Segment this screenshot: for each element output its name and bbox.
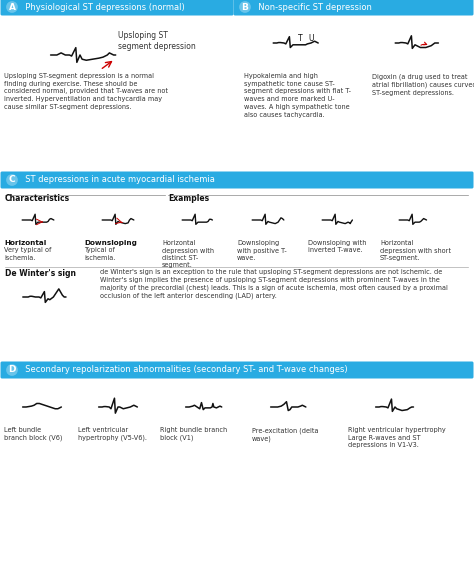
Text: Left bundle
branch block (V6): Left bundle branch block (V6) <box>4 427 63 441</box>
Text: D: D <box>8 366 16 374</box>
Text: A: A <box>9 2 16 12</box>
Text: Horizontal
depression with short
ST-segment.: Horizontal depression with short ST-segm… <box>380 240 451 261</box>
Text: U: U <box>308 34 314 43</box>
Text: B: B <box>242 2 248 12</box>
Text: Characteristics: Characteristics <box>5 194 70 203</box>
Text: De Winter's sign: De Winter's sign <box>5 269 76 278</box>
Text: de Winter's sign is an exception to the rule that upsloping ST-segment depressio: de Winter's sign is an exception to the … <box>100 269 448 299</box>
FancyBboxPatch shape <box>0 362 474 378</box>
FancyBboxPatch shape <box>0 0 234 16</box>
Text: Pre-excitation (delta
wave): Pre-excitation (delta wave) <box>252 427 319 442</box>
FancyArrowPatch shape <box>421 42 427 45</box>
Text: Upsloping ST
segment depression: Upsloping ST segment depression <box>118 31 196 51</box>
FancyBboxPatch shape <box>0 171 474 189</box>
Text: ST depressions in acute myocardial ischemia: ST depressions in acute myocardial ische… <box>20 175 215 185</box>
Text: Horizontal
depression with
distinct ST-
segment.: Horizontal depression with distinct ST- … <box>162 240 214 269</box>
Text: Non-specific ST depression: Non-specific ST depression <box>253 2 372 12</box>
Text: Examples: Examples <box>168 194 209 203</box>
Text: C: C <box>9 175 15 185</box>
Text: Digoxin (a drug used to treat
atrial fibrillation) causes curved
ST-segment depr: Digoxin (a drug used to treat atrial fib… <box>372 73 474 95</box>
Text: Left ventricular
hypertrophy (V5-V6).: Left ventricular hypertrophy (V5-V6). <box>78 427 147 441</box>
Text: Right ventricular hypertrophy
Large R-waves and ST
depressions in V1-V3.: Right ventricular hypertrophy Large R-wa… <box>348 427 446 449</box>
FancyBboxPatch shape <box>234 0 474 16</box>
Text: Downsloping with
inverted T-wave.: Downsloping with inverted T-wave. <box>308 240 366 254</box>
Text: Downsloping: Downsloping <box>84 240 137 246</box>
Text: Right bundle branch
block (V1): Right bundle branch block (V1) <box>160 427 227 441</box>
Text: Physiological ST depressions (normal): Physiological ST depressions (normal) <box>20 2 185 12</box>
Text: Downsloping
with positive T-
wave.: Downsloping with positive T- wave. <box>237 240 287 261</box>
Text: Upsloping ST-segment depression is a normal
finding during exercise. These shoul: Upsloping ST-segment depression is a nor… <box>4 73 168 110</box>
Text: Typical of
ischemia.: Typical of ischemia. <box>84 247 115 260</box>
Text: Hypokalemia and high
sympathetic tone cause ST-
segment depressions with flat T-: Hypokalemia and high sympathetic tone ca… <box>244 73 351 118</box>
Text: T: T <box>298 34 302 43</box>
Text: Very typical of
ischemia.: Very typical of ischemia. <box>4 247 51 260</box>
Text: Horizontal: Horizontal <box>4 240 46 246</box>
Text: Secondary repolarization abnormalities (secondary ST- and T-wave changes): Secondary repolarization abnormalities (… <box>20 366 347 374</box>
